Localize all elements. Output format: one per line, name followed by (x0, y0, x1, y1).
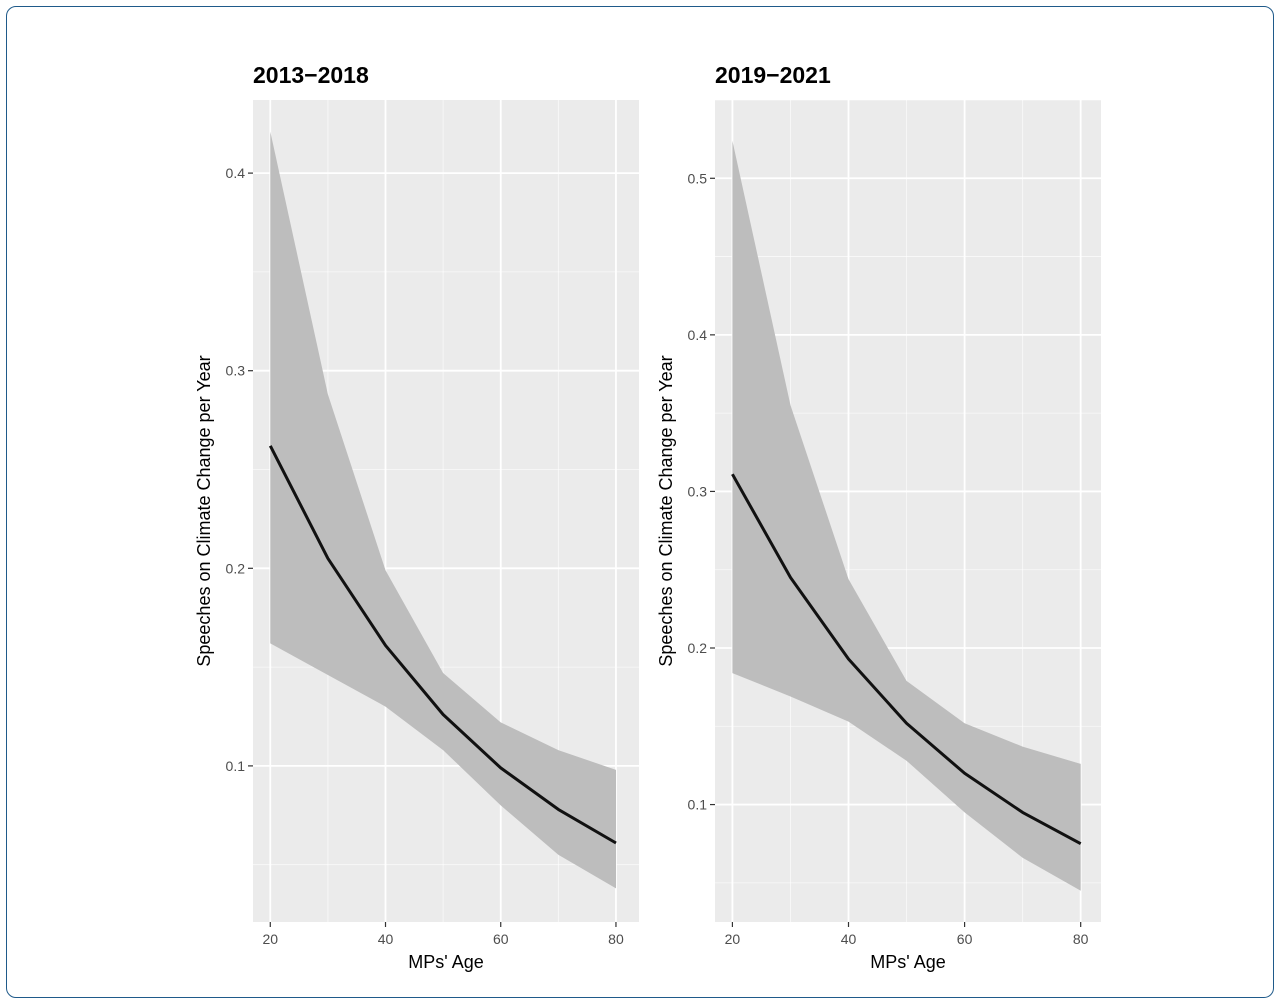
y-tick-label: 0.4 (688, 327, 708, 343)
x-tick-label: 60 (493, 931, 509, 947)
fitted-line (268, 445, 617, 845)
x-tick-label: 60 (957, 931, 973, 947)
panel-title: 2019−2021 (715, 62, 831, 88)
x-tick-label: 80 (608, 931, 624, 947)
y-tick-label: 0.4 (226, 165, 246, 181)
x-axis-label: MPs' Age (408, 952, 483, 972)
y-tick-label: 0.2 (226, 560, 246, 576)
chart-panel-2: 20 40 60 80 0.1 0.2 0.3 0.4 0.5 2019−2021 MPs' Age… (656, 62, 1101, 972)
panel-title: 2013−2018 (253, 62, 369, 88)
chart-panel-1: 20 40 60 80 0.1 0.2 0.3 0.4 2013−2018 MPs' Age Spe… (194, 62, 639, 972)
confidence-ribbon (270, 131, 616, 889)
y-tick-label: 0.2 (688, 640, 708, 656)
y-axis-label: Speeches on Climate Change per Year (194, 355, 214, 666)
confidence-ribbon (732, 140, 1081, 891)
y-tick-label: 0.3 (688, 483, 708, 499)
x-tick-label: 20 (725, 931, 741, 947)
x-tick-label: 20 (262, 931, 278, 947)
x-tick-label: 80 (1073, 931, 1089, 947)
figure-frame (6, 6, 1274, 998)
fitted-line (731, 473, 1082, 846)
y-tick-label: 0.3 (226, 363, 246, 379)
y-tick-label: 0.1 (226, 758, 246, 774)
y-tick-label: 0.1 (688, 797, 708, 813)
y-tick-label: 0.5 (688, 170, 708, 186)
x-tick-label: 40 (841, 931, 857, 947)
y-axis-label: Speeches on Climate Change per Year (656, 355, 676, 666)
x-tick-label: 40 (378, 931, 394, 947)
x-axis-label: MPs' Age (870, 952, 945, 972)
